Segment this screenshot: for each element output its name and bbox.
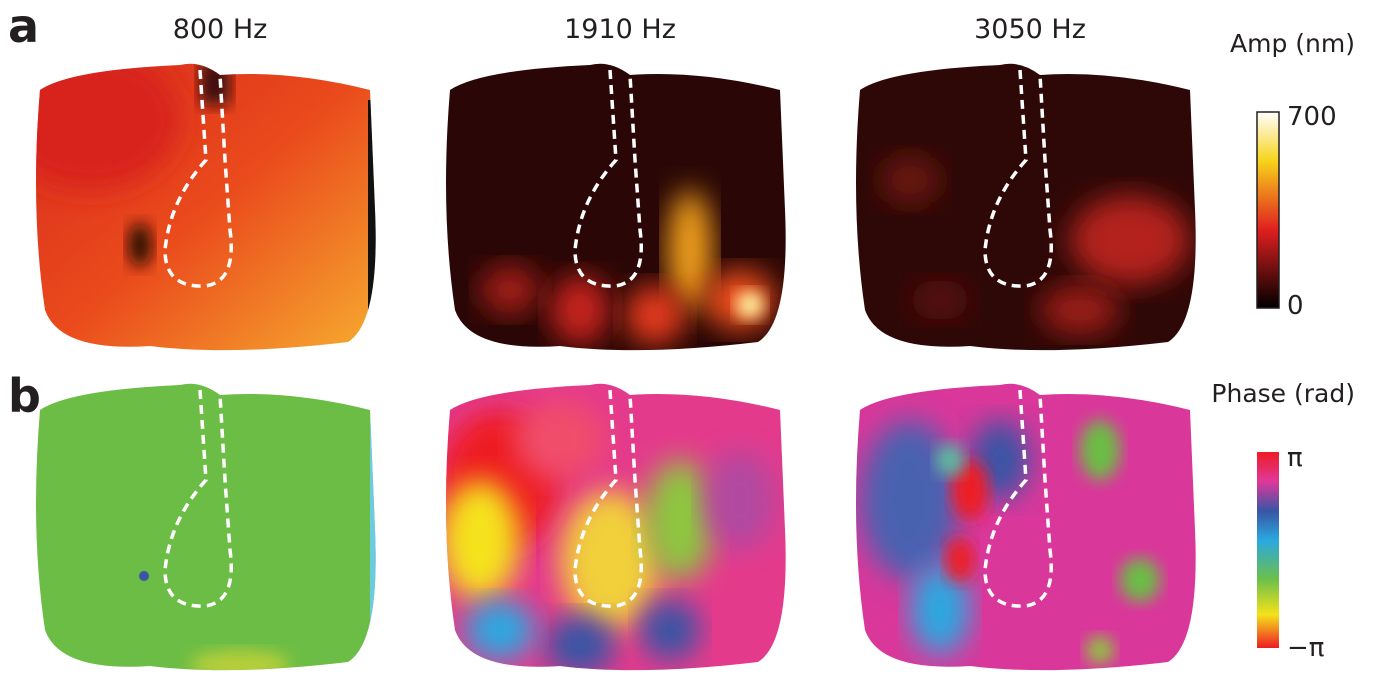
amplitude-map xyxy=(440,60,790,360)
frequency-label: 800 Hz xyxy=(173,14,268,45)
phase-map xyxy=(440,380,790,680)
frequency-label: 1910 Hz xyxy=(564,14,676,45)
colorbar-tick-label: 700 xyxy=(1287,102,1337,132)
amplitude-map xyxy=(850,60,1200,360)
colorbar-tick-label: 0 xyxy=(1287,291,1304,321)
phase-map xyxy=(850,380,1200,680)
amplitude-map xyxy=(0,50,380,360)
colorbar-title: Amp (nm) xyxy=(1230,29,1355,58)
figure: a b 800 Hz 1910 Hz 3050 Hz xyxy=(0,0,1375,681)
phase-colorbar xyxy=(1257,452,1279,648)
panel-label: b xyxy=(8,369,41,423)
phase-map xyxy=(30,380,380,680)
colorbar-tick-label: −π xyxy=(1287,633,1324,663)
figure-canvas: a b 800 Hz 1910 Hz 3050 Hz xyxy=(0,0,1375,681)
amplitude-colorbar xyxy=(1257,112,1279,308)
colorbar-title: Phase (rad) xyxy=(1211,379,1355,408)
panel-label: a xyxy=(8,0,39,53)
colorbar-tick-label: π xyxy=(1287,443,1303,473)
frequency-label: 3050 Hz xyxy=(974,14,1086,45)
